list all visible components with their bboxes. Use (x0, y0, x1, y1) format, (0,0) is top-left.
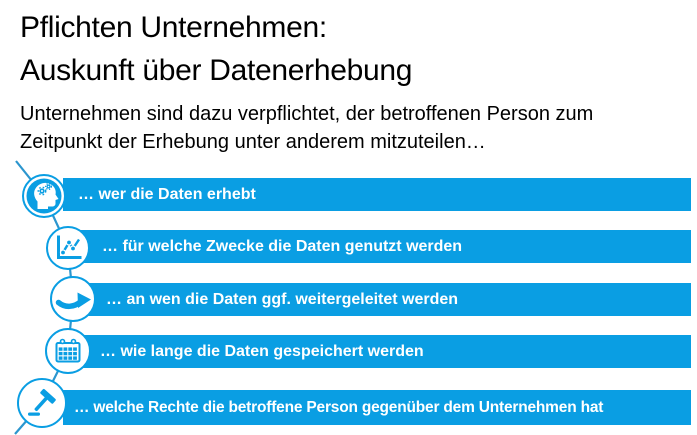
head-gears-icon (26, 178, 62, 214)
list-item-bar: … für welche Zwecke die Daten genutzt we… (63, 230, 691, 263)
page-title: Pflichten Unternehmen: Auskunft über Date… (20, 6, 412, 92)
list-item-label: … an wen die Daten ggf. weitergeleitet w… (106, 290, 459, 308)
timeline-node (50, 276, 96, 322)
arrow-right-icon (55, 292, 91, 310)
intro-line1: Unternehmen sind dazu verpflichtet, der … (20, 103, 594, 125)
calendar-icon (55, 338, 81, 363)
list-item-bar: … welche Rechte die betroffene Person ge… (63, 390, 691, 425)
intro-line2: Zeitpunkt der Erhebung unter anderem mit… (20, 130, 486, 153)
list-item-label: … wie lange die Daten gespeichert werden (100, 342, 424, 360)
list-item-label: … wer die Daten erhebt (78, 185, 256, 203)
gavel-icon (28, 388, 56, 416)
list-item-label: … für welche Zwecke die Daten genutzt we… (102, 237, 463, 255)
list-item-label: … welche Rechte die betroffene Person ge… (74, 398, 604, 416)
list-item-bar: … an wen die Daten ggf. weitergeleitet w… (63, 283, 691, 316)
list-item-bar: … wer die Daten erhebt (63, 178, 691, 211)
intro-text: Unternehmen sind dazu verpflichtet, der … (20, 101, 593, 156)
timeline-decoration (14, 160, 96, 435)
page-title-line2: Auskunft über Datenerhebung (20, 54, 413, 87)
timeline-node (46, 226, 90, 270)
list-item-bar: … wie lange die Daten gespeichert werden (63, 335, 691, 368)
page-title-line1: Pflichten Unternehmen: (20, 11, 327, 44)
line-chart-icon (57, 235, 82, 259)
